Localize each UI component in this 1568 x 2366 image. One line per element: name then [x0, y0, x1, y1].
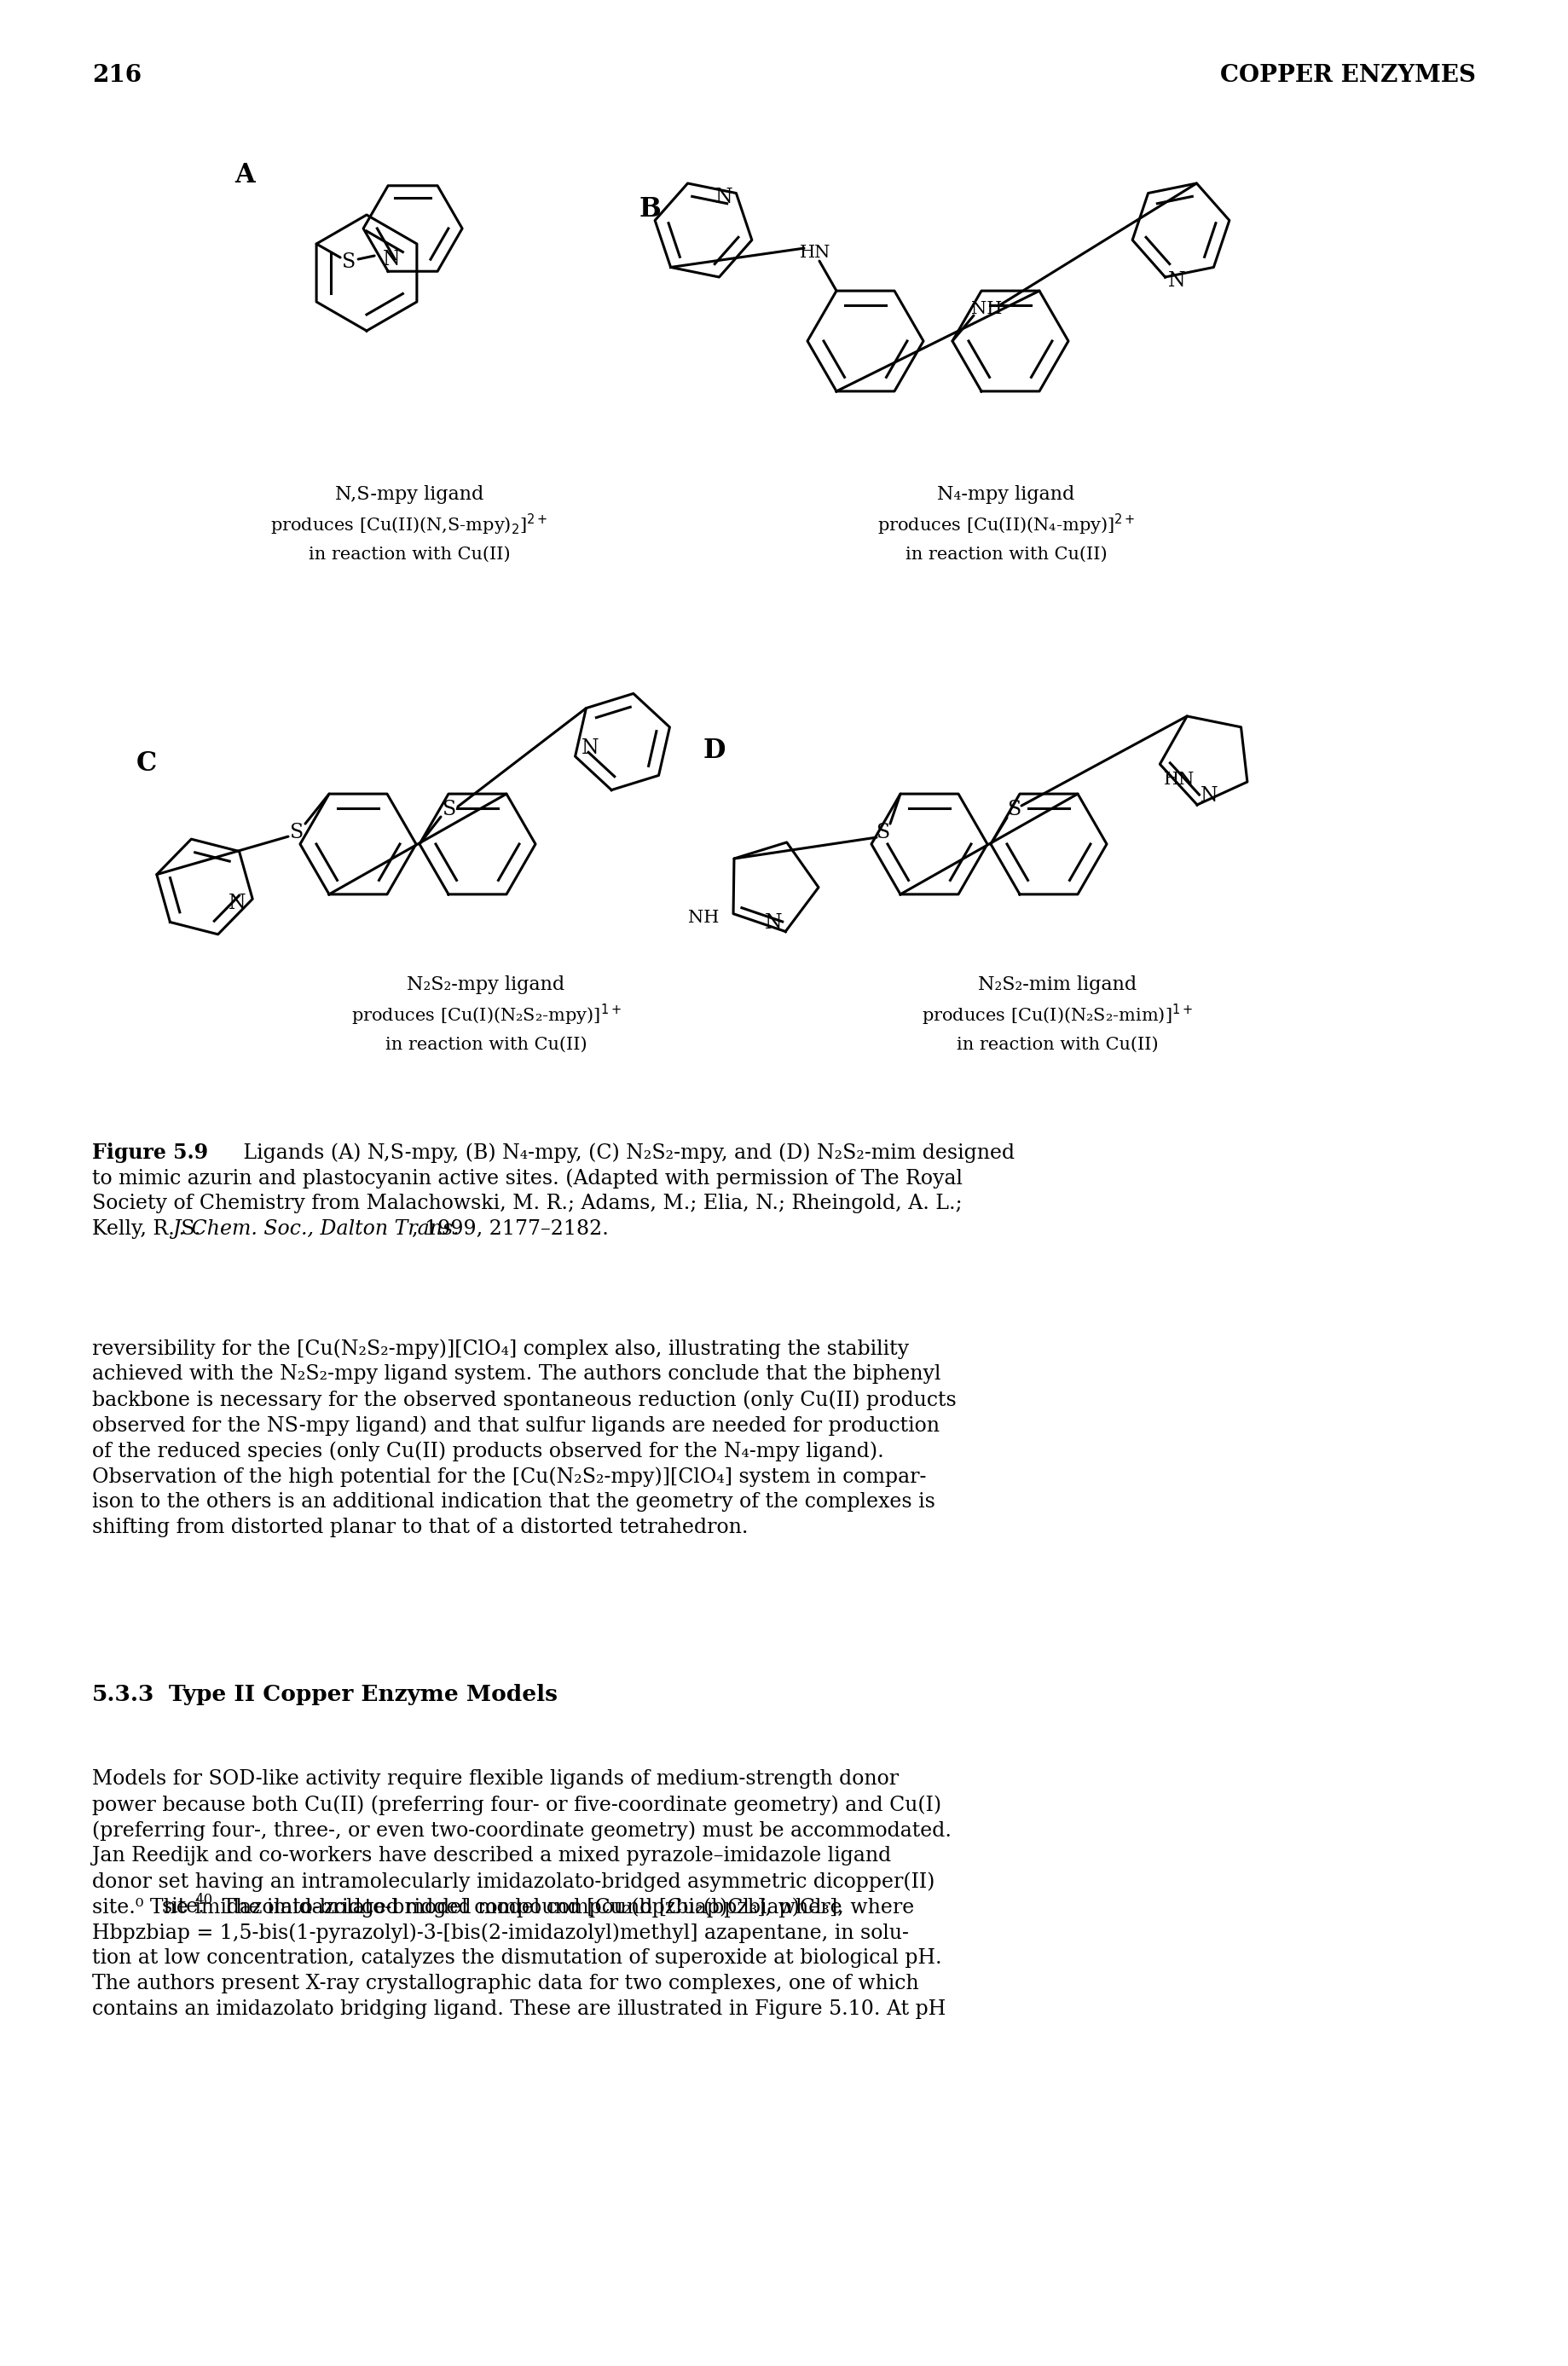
Text: COPPER ENZYMES: COPPER ENZYMES [1220, 64, 1475, 88]
Text: produces [Cu(II)(N₄-mpy)]$^{2+}$: produces [Cu(II)(N₄-mpy)]$^{2+}$ [877, 511, 1135, 537]
Text: observed for the NS-mpy ligand) and that sulfur ligands are needed for productio: observed for the NS-mpy ligand) and that… [93, 1415, 939, 1436]
Text: reversibility for the [Cu(N₂S₂-mpy)][ClO₄] complex also, illustrating the stabil: reversibility for the [Cu(N₂S₂-mpy)][ClO… [93, 1339, 909, 1358]
Text: donor set having an intramolecularly imidazolato-bridged asymmetric dicopper(II): donor set having an intramolecularly imi… [93, 1872, 935, 1890]
Text: power because both Cu(II) (preferring four- or five-coordinate geometry) and Cu(: power because both Cu(II) (preferring fo… [93, 1796, 941, 1815]
Text: NH: NH [688, 911, 720, 925]
Text: NH: NH [971, 300, 1002, 317]
Text: N: N [229, 894, 246, 913]
Text: N: N [582, 738, 599, 757]
Text: Type II Copper Enzyme Models: Type II Copper Enzyme Models [169, 1685, 558, 1706]
Text: Jan Reedijk and co-workers have described a mixed pyrazole–imidazole ligand: Jan Reedijk and co-workers have describe… [93, 1845, 891, 1864]
Text: N: N [1201, 786, 1218, 807]
Text: N₂S₂-mim ligand: N₂S₂-mim ligand [978, 975, 1137, 994]
Text: N: N [1168, 272, 1185, 291]
Text: of the reduced species (only Cu(II) products observed for the N₄-mpy ligand).: of the reduced species (only Cu(II) prod… [93, 1441, 884, 1460]
Text: HN: HN [800, 244, 831, 260]
Text: (preferring four-, three-, or even two-coordinate geometry) must be accommodated: (preferring four-, three-, or even two-c… [93, 1819, 952, 1841]
Text: Ligands (A) N,S-mpy, (B) N₄-mpy, (C) N₂S₂-mpy, and (D) N₂S₂-mim designed: Ligands (A) N,S-mpy, (B) N₄-mpy, (C) N₂S… [224, 1143, 1014, 1162]
Text: ison to the others is an additional indication that the geometry of the complexe: ison to the others is an additional indi… [93, 1493, 935, 1512]
Text: A: A [235, 161, 254, 189]
Text: S: S [442, 800, 456, 819]
Text: in reaction with Cu(II): in reaction with Cu(II) [386, 1036, 586, 1053]
Text: S: S [290, 823, 304, 842]
Text: contains an imidazolato bridging ligand. These are illustrated in Figure 5.10. A: contains an imidazolato bridging ligand.… [93, 1999, 946, 2018]
Text: Hbpzbiap = 1,5-bis(1-pyrazolyl)-3-[bis(2-imidazolyl)methyl] azapentane, in solu-: Hbpzbiap = 1,5-bis(1-pyrazolyl)-3-[bis(2… [93, 1924, 909, 1942]
Text: in reaction with Cu(II): in reaction with Cu(II) [905, 547, 1107, 563]
Text: S: S [877, 823, 891, 842]
Text: in reaction with Cu(II): in reaction with Cu(II) [309, 547, 510, 563]
Text: 5.3.3: 5.3.3 [93, 1685, 155, 1706]
Text: produces [Cu(I)(N₂S₂-mpy)]$^{1+}$: produces [Cu(I)(N₂S₂-mpy)]$^{1+}$ [351, 1003, 621, 1027]
Text: J. Chem. Soc., Dalton Trans.: J. Chem. Soc., Dalton Trans. [172, 1218, 459, 1240]
Text: Kelly, R. S.: Kelly, R. S. [93, 1218, 207, 1240]
Text: N: N [383, 248, 400, 270]
Text: achieved with the N₂S₂-mpy ligand system. The authors conclude that the biphenyl: achieved with the N₂S₂-mpy ligand system… [93, 1365, 941, 1384]
Text: D: D [704, 738, 726, 764]
Text: to mimic azurin and plastocyanin active sites. (Adapted with permission of The R: to mimic azurin and plastocyanin active … [93, 1169, 963, 1188]
Text: B: B [640, 196, 662, 222]
Text: S: S [342, 253, 356, 272]
Text: Observation of the high potential for the [Cu(N₂S₂-mpy)][ClO₄] system in compar-: Observation of the high potential for th… [93, 1467, 927, 1486]
Text: Society of Chemistry from Malachowski, M. R.; Adams, M.; Elia, N.; Rheingold, A.: Society of Chemistry from Malachowski, M… [93, 1195, 963, 1214]
Text: N: N [765, 913, 782, 932]
Text: The imidazolato-bridged model compound [Cu₂(bpzbiap)Cl₃], where: The imidazolato-bridged model compound [… [216, 1898, 914, 1916]
Text: Models for SOD-like activity require flexible ligands of medium-strength donor: Models for SOD-like activity require fle… [93, 1770, 898, 1789]
Text: S: S [1008, 800, 1022, 819]
Text: , 1999, 2177–2182.: , 1999, 2177–2182. [412, 1218, 608, 1240]
Text: 40: 40 [194, 1893, 213, 1907]
Text: tion at low concentration, catalyzes the dismutation of superoxide at biological: tion at low concentration, catalyzes the… [93, 1947, 942, 1969]
Text: N₂S₂-mpy ligand: N₂S₂-mpy ligand [408, 975, 564, 994]
Text: N: N [715, 187, 732, 208]
Text: backbone is necessary for the observed spontaneous reduction (only Cu(II) produc: backbone is necessary for the observed s… [93, 1389, 956, 1410]
Text: N,S-mpy ligand: N,S-mpy ligand [336, 485, 483, 504]
Text: in reaction with Cu(II): in reaction with Cu(II) [956, 1036, 1159, 1053]
Text: C: C [136, 750, 157, 776]
Text: produces [Cu(I)(N₂S₂-mim)]$^{1+}$: produces [Cu(I)(N₂S₂-mim)]$^{1+}$ [922, 1003, 1193, 1027]
Text: produces [Cu(II)(N,S-mpy)$_2$]$^{2+}$: produces [Cu(II)(N,S-mpy)$_2$]$^{2+}$ [271, 511, 547, 537]
Text: Figure 5.9: Figure 5.9 [93, 1143, 209, 1164]
Text: HN: HN [1163, 771, 1195, 788]
Text: 216: 216 [93, 64, 141, 88]
Text: site.⁰ The imidazolato-bridged model compound [Cu₂(bpzbiap)Cl₃], where: site.⁰ The imidazolato-bridged model com… [93, 1898, 842, 1916]
Text: N₄-mpy ligand: N₄-mpy ligand [938, 485, 1076, 504]
Text: The authors present X-ray crystallographic data for two complexes, one of which: The authors present X-ray crystallograph… [93, 1973, 919, 1995]
Text: shifting from distorted planar to that of a distorted tetrahedron.: shifting from distorted planar to that o… [93, 1517, 748, 1538]
Text: site.: site. [162, 1898, 205, 1916]
